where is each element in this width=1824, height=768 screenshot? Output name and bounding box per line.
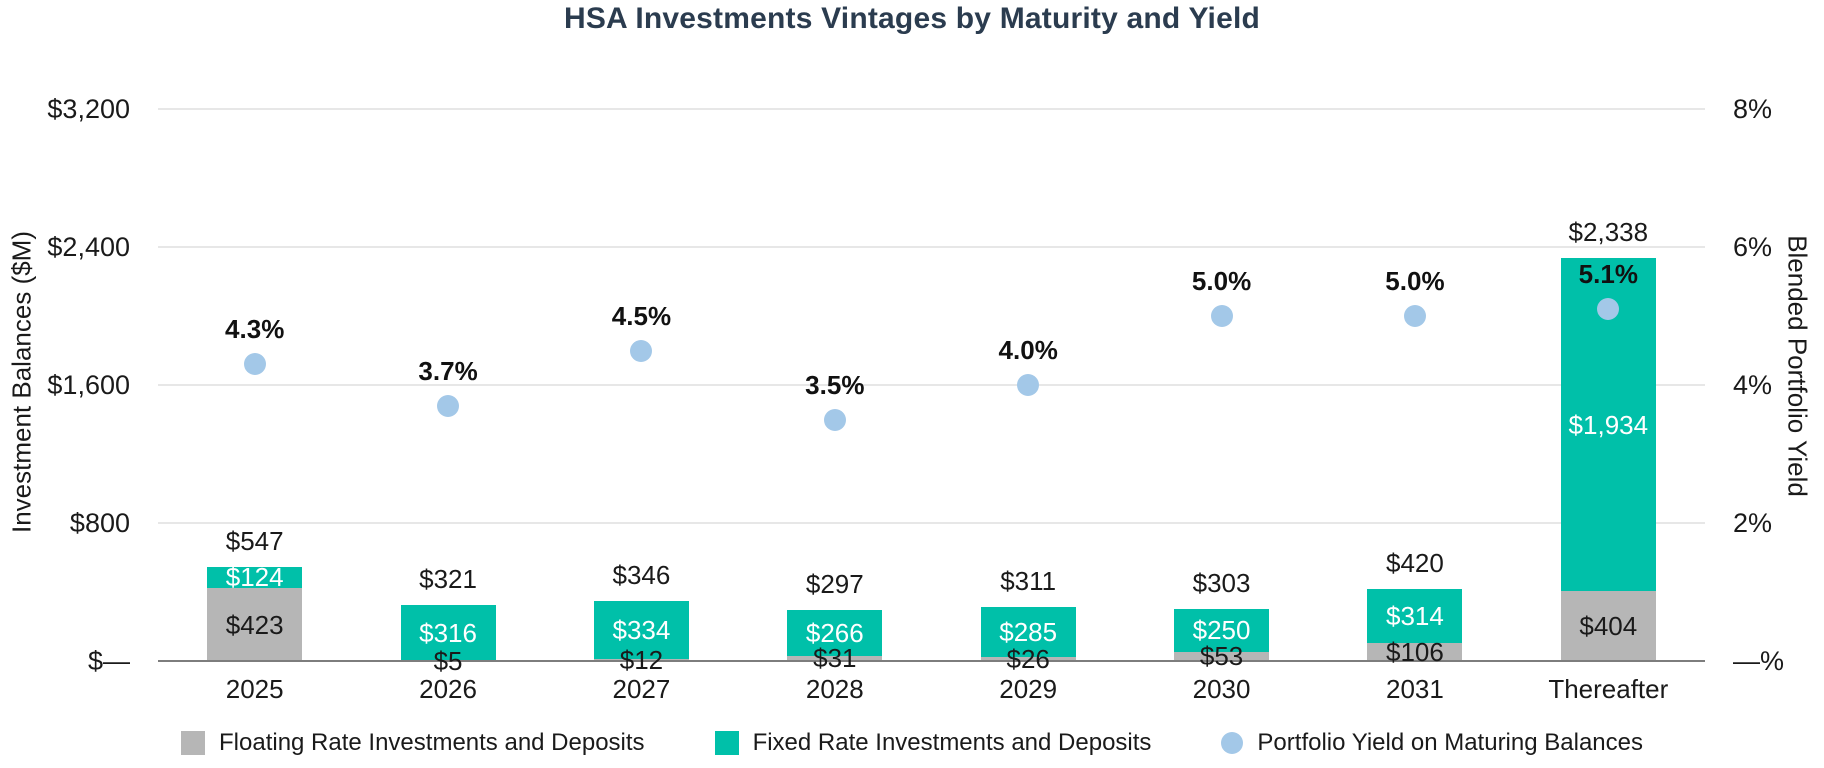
- left-axis-tick-1: $2,400: [47, 232, 130, 262]
- legend-item-2: Portfolio Yield on Maturing Balances: [1221, 729, 1643, 757]
- label-fixed-2031: $314: [1386, 600, 1444, 631]
- yield-label-2027: 4.5%: [611, 300, 672, 331]
- bar-fixed-2030: [1174, 608, 1270, 652]
- total-label-2029: $311: [1000, 566, 1057, 597]
- label-floating-2026: $5: [433, 645, 463, 676]
- label-fixed-2027: $334: [612, 615, 671, 646]
- yield-dot-2030: [1210, 305, 1233, 327]
- bar-floating-2029: [980, 656, 1076, 661]
- bar-fixed-2027: [593, 601, 689, 659]
- bar-floating-2027: [593, 658, 689, 661]
- gridline-1: [158, 246, 1705, 248]
- label-fixed-2025: $124: [225, 562, 284, 593]
- yield-dot-2028: [823, 408, 846, 431]
- label-floating-2025: $423: [225, 609, 284, 640]
- bar-fixed-2031: [1367, 588, 1463, 643]
- legend-item-1: Fixed Rate Investments and Deposits: [714, 729, 1152, 757]
- label-floating-2029: $26: [1006, 643, 1050, 674]
- bar-fixed-2028: [787, 609, 883, 656]
- bar-floating-2030: [1174, 651, 1270, 661]
- x-label-2025: 2025: [225, 674, 284, 704]
- legend-label-1: Fixed Rate Investments and Deposits: [752, 729, 1152, 756]
- label-floating-2028: $31: [813, 643, 857, 674]
- yield-label-2025: 4.3%: [225, 314, 285, 345]
- right-axis-tick-1: 6%: [1733, 232, 1773, 262]
- yield-label-2028: 3.5%: [805, 369, 865, 400]
- label-floating-Thereafter: $404: [1579, 611, 1638, 642]
- x-label-2031: 2031: [1386, 674, 1444, 704]
- right-axis-tick-3: 2%: [1733, 508, 1773, 538]
- left-axis-tick-0: $3,200: [47, 94, 130, 124]
- yield-dot-2026: [437, 394, 460, 417]
- yield-label-2026: 3.7%: [418, 355, 478, 386]
- x-label-2028: 2028: [805, 674, 864, 704]
- legend-item-0: Floating Rate Investments and Deposits: [181, 729, 645, 757]
- chart-title: HSA Investments Vintages by Maturity and…: [563, 2, 1261, 35]
- total-label-2031: $420: [1386, 547, 1444, 578]
- label-floating-2030: $53: [1199, 641, 1244, 672]
- total-label-2027: $346: [612, 560, 671, 591]
- gridline-0: [158, 108, 1705, 110]
- legend: Floating Rate Investments and Deposits Fi…: [0, 729, 1824, 757]
- legend-swatch-square-0: [181, 731, 205, 755]
- total-label-2028: $297: [805, 568, 864, 599]
- yield-dot-2029: [1017, 374, 1040, 396]
- bar-fixed-2025: [207, 566, 303, 589]
- right-axis-tick-0: 8%: [1733, 94, 1773, 124]
- yield-dot-2025: [243, 353, 266, 376]
- label-fixed-2026: $316: [419, 617, 477, 648]
- label-floating-2027: $12: [619, 644, 664, 675]
- bar-floating-2028: [787, 655, 883, 661]
- label-fixed-2029: $285: [999, 616, 1058, 647]
- legend-label-2: Portfolio Yield on Maturing Balances: [1257, 729, 1643, 756]
- right-axis-tick-4: —%: [1733, 646, 1785, 676]
- yield-label-2029: 4.0%: [998, 335, 1058, 365]
- legend-swatch-circle-2: [1221, 732, 1244, 754]
- bar-fixed-2026: [400, 605, 496, 660]
- x-label-2029: 2029: [999, 674, 1058, 704]
- right-axis-tick-2: 4%: [1733, 370, 1773, 400]
- x-label-2030: 2030: [1192, 674, 1251, 704]
- total-label-2025: $547: [225, 525, 284, 556]
- bar-floating-Thereafter: [1560, 591, 1656, 661]
- label-fixed-Thereafter: $1,934: [1568, 409, 1649, 440]
- x-label-Thereafter: Thereafter: [1548, 674, 1669, 704]
- yield-label-2031: 5.0%: [1385, 266, 1445, 296]
- yield-dot-2027: [630, 339, 653, 362]
- yield-label-Thereafter: 5.1%: [1578, 259, 1638, 290]
- gridline-2: [158, 384, 1705, 386]
- yield-dot-2031: [1403, 305, 1426, 327]
- legend-swatch-square-1: [714, 731, 739, 755]
- total-label-2030: $303: [1192, 567, 1251, 598]
- bar-floating-2031: [1367, 642, 1463, 661]
- total-label-2026: $321: [419, 564, 477, 595]
- total-label-Thereafter: $2,338: [1568, 216, 1649, 247]
- label-fixed-2028: $266: [805, 617, 864, 648]
- x-axis-line: [158, 660, 1705, 662]
- legend-label-0: Floating Rate Investments and Deposits: [219, 729, 645, 756]
- bar-fixed-2029: [980, 607, 1076, 657]
- left-axis-tick-3: $800: [69, 508, 130, 538]
- label-floating-2031: $106: [1386, 636, 1444, 667]
- yield-label-2030: 5.0%: [1191, 266, 1252, 296]
- right-axis-title: Blended Portfolio Yield: [1782, 235, 1813, 497]
- x-label-2026: 2026: [419, 674, 477, 704]
- left-axis-tick-2: $1,600: [47, 370, 130, 400]
- label-fixed-2030: $250: [1192, 615, 1251, 646]
- left-axis-tick-4: $—: [87, 646, 130, 676]
- bar-floating-2025: [207, 588, 303, 661]
- yield-dot-Thereafter: [1597, 298, 1620, 321]
- gridline-3: [158, 522, 1705, 524]
- x-label-2027: 2027: [612, 674, 671, 704]
